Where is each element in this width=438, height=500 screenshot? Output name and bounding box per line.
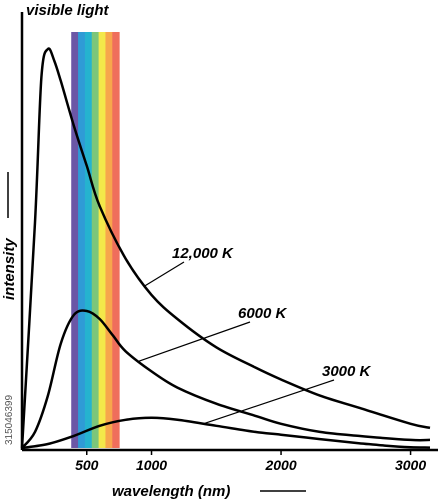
x-tick-label-500: 500 [75,457,99,473]
leader-12-000-k [144,261,185,287]
series-label-12-000-k: 12,000 K [172,245,234,262]
leader-6000-k [138,321,251,362]
x-tick-label-3000: 3000 [395,457,426,473]
x-tick-labels: 500 1000 2000 3000 [75,450,426,473]
spectrum-stripe-3 [84,32,93,448]
curve-6000-k [21,309,431,449]
x-axis-label: wavelength (nm) [112,483,230,500]
spectrum-stripe-2 [78,32,86,448]
x-tick-label-2000: 2000 [264,457,296,473]
curve-3000-k [21,416,431,450]
axes [20,12,438,452]
spectrum-stripe-1 [71,32,79,448]
leader-3000-k [203,379,335,425]
y-axis-label: intensity [1,238,18,300]
series-label-3000-k: 3000 K [322,363,372,380]
curve-12-000-k [20,47,431,449]
leader-lines [138,261,335,425]
chart-title: visible light [26,2,110,19]
spectrum-stripe-4 [91,32,100,448]
spectrum-stripe-6 [105,32,113,448]
series-label-6000-k: 6000 K [238,305,288,322]
curves-layer [20,47,431,450]
spectrum-stripe-5 [98,32,106,448]
series-labels: 12,000 K 6000 K 3000 K [172,245,372,380]
x-tick-label-1000: 1000 [136,457,167,473]
visible-light-band [71,32,120,448]
watermark-id: 315046399 [4,395,15,445]
